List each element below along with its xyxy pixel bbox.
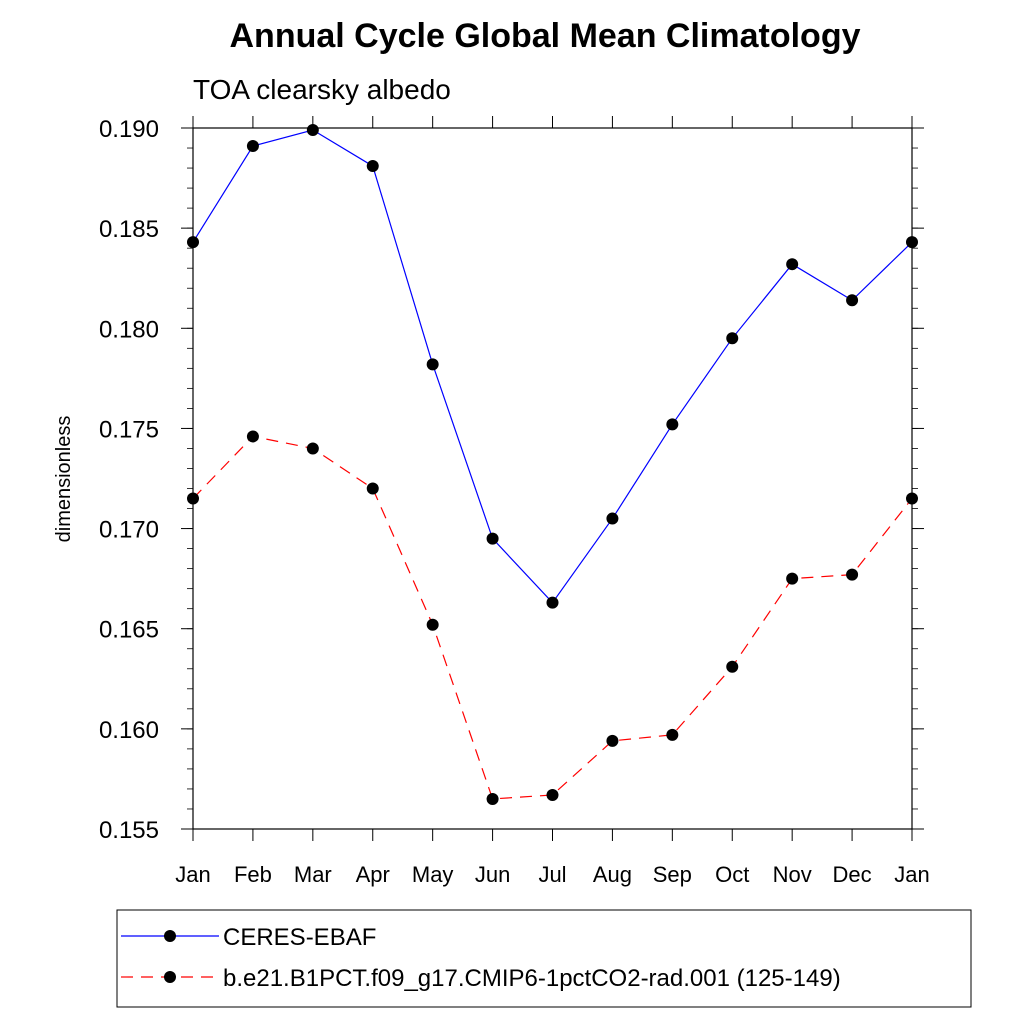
data-point-series0-4: [426, 358, 439, 371]
y-tick-label: 0.155: [99, 817, 159, 844]
data-point-series0-0: [187, 236, 199, 249]
x-tick-label: Jan: [175, 862, 210, 887]
x-tick-label: Jan: [894, 862, 929, 887]
y-axis-label: dimensionless: [53, 416, 75, 543]
data-point-series1-8: [666, 728, 679, 741]
data-point-series0-2: [306, 124, 319, 137]
data-point-series1-1: [246, 430, 259, 443]
data-point-series1-10: [786, 572, 799, 585]
y-tick-label: 0.170: [99, 517, 159, 544]
y-tick-label: 0.180: [99, 316, 159, 343]
y-tick-label: 0.185: [99, 216, 159, 243]
series-line-1: [192, 435, 913, 800]
chart-subtitle: TOA clearsky albedo: [193, 74, 451, 105]
y-tick-label: 0.160: [99, 717, 159, 744]
plot-frame: [192, 127, 913, 830]
data-point-series1-0: [187, 492, 199, 505]
data-point-series0-10: [786, 258, 799, 271]
data-point-series0-3: [366, 160, 379, 173]
x-tick-label: Dec: [833, 862, 872, 887]
data-point-series0-8: [666, 418, 679, 431]
series-line-0: [192, 129, 913, 604]
y-tick-label: 0.165: [99, 617, 159, 644]
x-tick-label: May: [412, 862, 454, 887]
legend-box: [116, 909, 972, 1008]
series-layer: [187, 124, 918, 805]
data-point-series1-2: [306, 442, 319, 455]
x-tick-label: Oct: [715, 862, 749, 887]
data-point-series1-9: [726, 660, 739, 673]
data-point-series1-12: [906, 492, 918, 505]
minor-ticks: [187, 127, 918, 830]
x-tick-label: Mar: [294, 862, 332, 887]
x-tick-label: Apr: [356, 862, 390, 887]
legend-label-model: b.e21.B1PCT.f09_g17.CMIP6-1pctCO2-rad.00…: [223, 965, 841, 992]
x-axis-ticks: Jan Feb Mar Apr May Jun Jul Aug Sep Oct Nov Dec Jan: [175, 116, 930, 887]
legend-marker-model: [164, 971, 176, 983]
data-point-series0-12: [906, 236, 918, 249]
x-tick-label: Feb: [234, 862, 272, 887]
chart-title: Annual Cycle Global Mean Climatology: [230, 17, 861, 55]
data-point-series1-6: [546, 788, 559, 801]
y-tick-label: 0.175: [99, 416, 159, 443]
x-tick-label: Aug: [593, 862, 632, 887]
data-point-series0-9: [726, 332, 739, 345]
x-tick-label: Jul: [538, 862, 566, 887]
x-tick-label: Nov: [773, 862, 812, 887]
x-tick-label: Sep: [653, 862, 692, 887]
y-axis-ticks: 0.155 0.160 0.165 0.170 0.175 0.180 0.185 0.190: [99, 116, 924, 844]
data-point-series1-5: [486, 792, 499, 805]
data-point-series0-1: [246, 140, 259, 153]
legend-label-ceres: CERES-EBAF: [223, 924, 376, 951]
legend-marker-ceres: [164, 930, 176, 942]
x-tick-label: Jun: [475, 862, 510, 887]
y-tick-label: 0.190: [99, 116, 159, 143]
data-point-series1-4: [426, 618, 439, 631]
data-point-series0-5: [486, 532, 499, 545]
data-point-series1-11: [846, 568, 859, 581]
data-point-series0-6: [546, 596, 559, 609]
legend: CERES-EBAF b.e21.B1PCT.f09_g17.CMIP6-1pc…: [121, 924, 841, 992]
data-point-series0-11: [846, 294, 859, 307]
data-point-series1-3: [366, 482, 379, 495]
data-point-series1-7: [606, 734, 619, 747]
data-point-series0-7: [606, 512, 619, 525]
